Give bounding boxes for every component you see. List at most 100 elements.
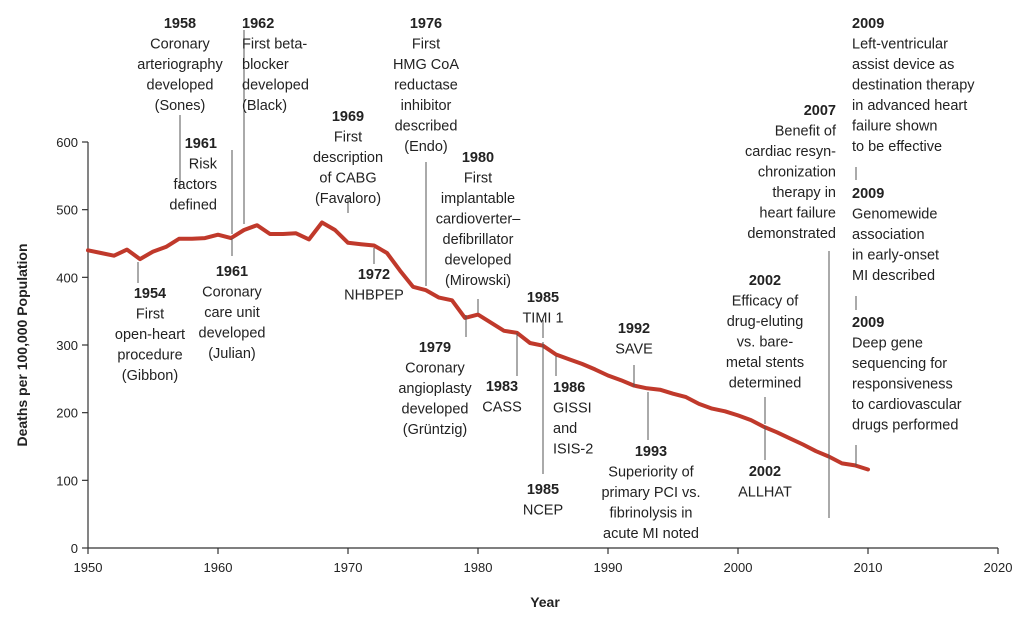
annotation-text-line: arteriography [137,57,223,73]
y-ticks: 0 100 200 300 400 500 600 [56,135,88,556]
y-tick-label: 100 [56,473,78,488]
y-tick-label: 0 [71,541,78,556]
annotation-year: 1979 [419,340,451,356]
x-axis-title: Year [530,594,560,610]
y-axis-title: Deaths per 100,000 Population [14,243,30,446]
annotation-text-line: failure shown [852,119,937,135]
annotation-text-line: First [412,37,440,53]
annotation-1985: 1985 NCEP [523,342,563,519]
annotation-text-line: (Grüntzig) [403,422,467,438]
annotation-text-line: NHBPEP [344,288,404,304]
annotation-1962: 1962 First beta-blocker developed (Black) [242,16,309,224]
annotation-text-line: in early-onset [852,248,939,264]
annotation-year: 1969 [332,109,364,125]
annotation-text-line: association [852,227,925,243]
annotation-text-line: destination therapy [852,78,975,94]
annotation-text-line: vs. bare- [737,335,794,351]
annotation-text-line: developed [402,402,469,418]
annotation-text-line: Deep gene [852,336,923,352]
y-tick-label: 600 [56,135,78,150]
annotation-1958: 1958 Coronary arteriography developed (Sones… [137,16,223,188]
annotation-text-line: NCEP [523,503,563,519]
annotation-text-line: developed [242,78,309,94]
annotation-text-line: First [136,307,164,323]
annotation-text-line: (Gibbon) [122,368,178,384]
annotation-text-line: Left-ventricular [852,37,948,53]
annotation-text-line: ALLHAT [738,485,792,501]
annotation-text-line: description [313,150,383,166]
annotation-year: 1985 [527,482,559,498]
annotation-text-line: fibrinolysis in [610,506,693,522]
annotation-text-line: reductase [394,78,458,94]
annotation-text-line: cardiac resyn- [745,144,836,160]
annotation-1992: 1992 SAVE [615,321,653,387]
annotation-year: 1961 [185,136,217,152]
annotation-year: 1976 [410,16,442,32]
annotation-text-line: blocker [242,57,289,73]
annotation-text-line: to be effective [852,139,942,155]
annotation-text-line: angioplasty [398,381,472,397]
annotation-text-line: defined [169,198,217,214]
annotation-year: 2009 [852,186,884,202]
annotation-text-line: determined [729,376,802,392]
y-tick-label: 400 [56,270,78,285]
x-tick-label: 1950 [74,560,103,575]
annotation-text-line: First [334,130,362,146]
annotation-text-line: sequencing for [852,356,947,372]
annotation-text-line: (Favaloro) [315,191,381,207]
annotation-text-line: defibrillator [443,232,514,248]
death-rate-series-line [86,220,870,472]
annotation-text-line: metal stents [726,355,804,371]
x-tick-label: 2010 [854,560,883,575]
annotation-text-line: Coronary [202,285,262,301]
x-tick-label: 1990 [594,560,623,575]
annotation-text-line: Coronary [150,37,210,53]
annotation-1979: 1979 Coronary angioplasty developed (Grüntzi… [398,315,472,438]
annotation-2007: 2007 Benefit of cardiac resyn-chronization… [745,103,837,518]
annotation-year: 2009 [852,16,884,32]
annotation-2002: 2002 Efficacy of drug-eluting vs. bare-meta… [726,273,804,424]
annotation-text-line: developed [147,78,214,94]
annotation-text-line: assist device as [852,57,954,73]
x-tick-label: 1980 [464,560,493,575]
annotation-1985: 1985 TIMI 1 [522,290,564,338]
annotation-2009: 2009 Deep gene sequencing for responsivenes… [852,315,962,466]
annotation-text-line: Risk [189,157,218,173]
annotation-text-line: drug-eluting [727,314,804,330]
annotation-text-line: (Julian) [208,346,256,362]
annotation-year: 2007 [804,103,836,119]
annotation-text-line: CASS [482,400,522,416]
annotation-year: 2002 [749,464,781,480]
annotation-text-line: responsiveness [852,377,953,393]
annotation-year: 1958 [164,16,196,32]
annotation-year: 1980 [462,150,494,166]
annotation-text-line: GISSI [553,401,592,417]
annotation-1993: 1993 Superiority of primary PCI vs. fibrino… [601,392,701,542]
annotation-text-line: Benefit of [775,124,837,140]
annotation-2002: 2002 ALLHAT [738,426,792,501]
annotation-text-line: First [464,171,492,187]
annotation-text-line: demonstrated [747,226,836,242]
annotation-text-line: heart failure [759,206,836,222]
annotation-year: 1985 [527,290,559,306]
annotation-year: 1983 [486,379,518,395]
annotation-text-line: care unit [204,305,260,321]
annotation-text-line: open-heart [115,327,185,343]
annotation-text-line: SAVE [615,342,653,358]
annotation-text-line: Superiority of [608,465,694,481]
annotation-text-line: (Sones) [155,98,206,114]
annotation-text-line: in advanced heart [852,98,967,114]
x-tick-label: 1960 [204,560,233,575]
annotation-1961: 1961 Risk factors defined [169,136,233,234]
annotation-text-line: developed [199,326,266,342]
x-tick-label: 2000 [724,560,753,575]
series-group [86,220,870,472]
annotation-text-line: developed [445,253,512,269]
y-tick-label: 300 [56,338,78,353]
annotation-year: 2009 [852,315,884,331]
annotation-text-line: MI described [852,268,935,284]
annotation-text-line: and [553,421,577,437]
annotation-text-line: cardioverter– [436,212,522,228]
annotation-text-line: therapy in [772,185,836,201]
